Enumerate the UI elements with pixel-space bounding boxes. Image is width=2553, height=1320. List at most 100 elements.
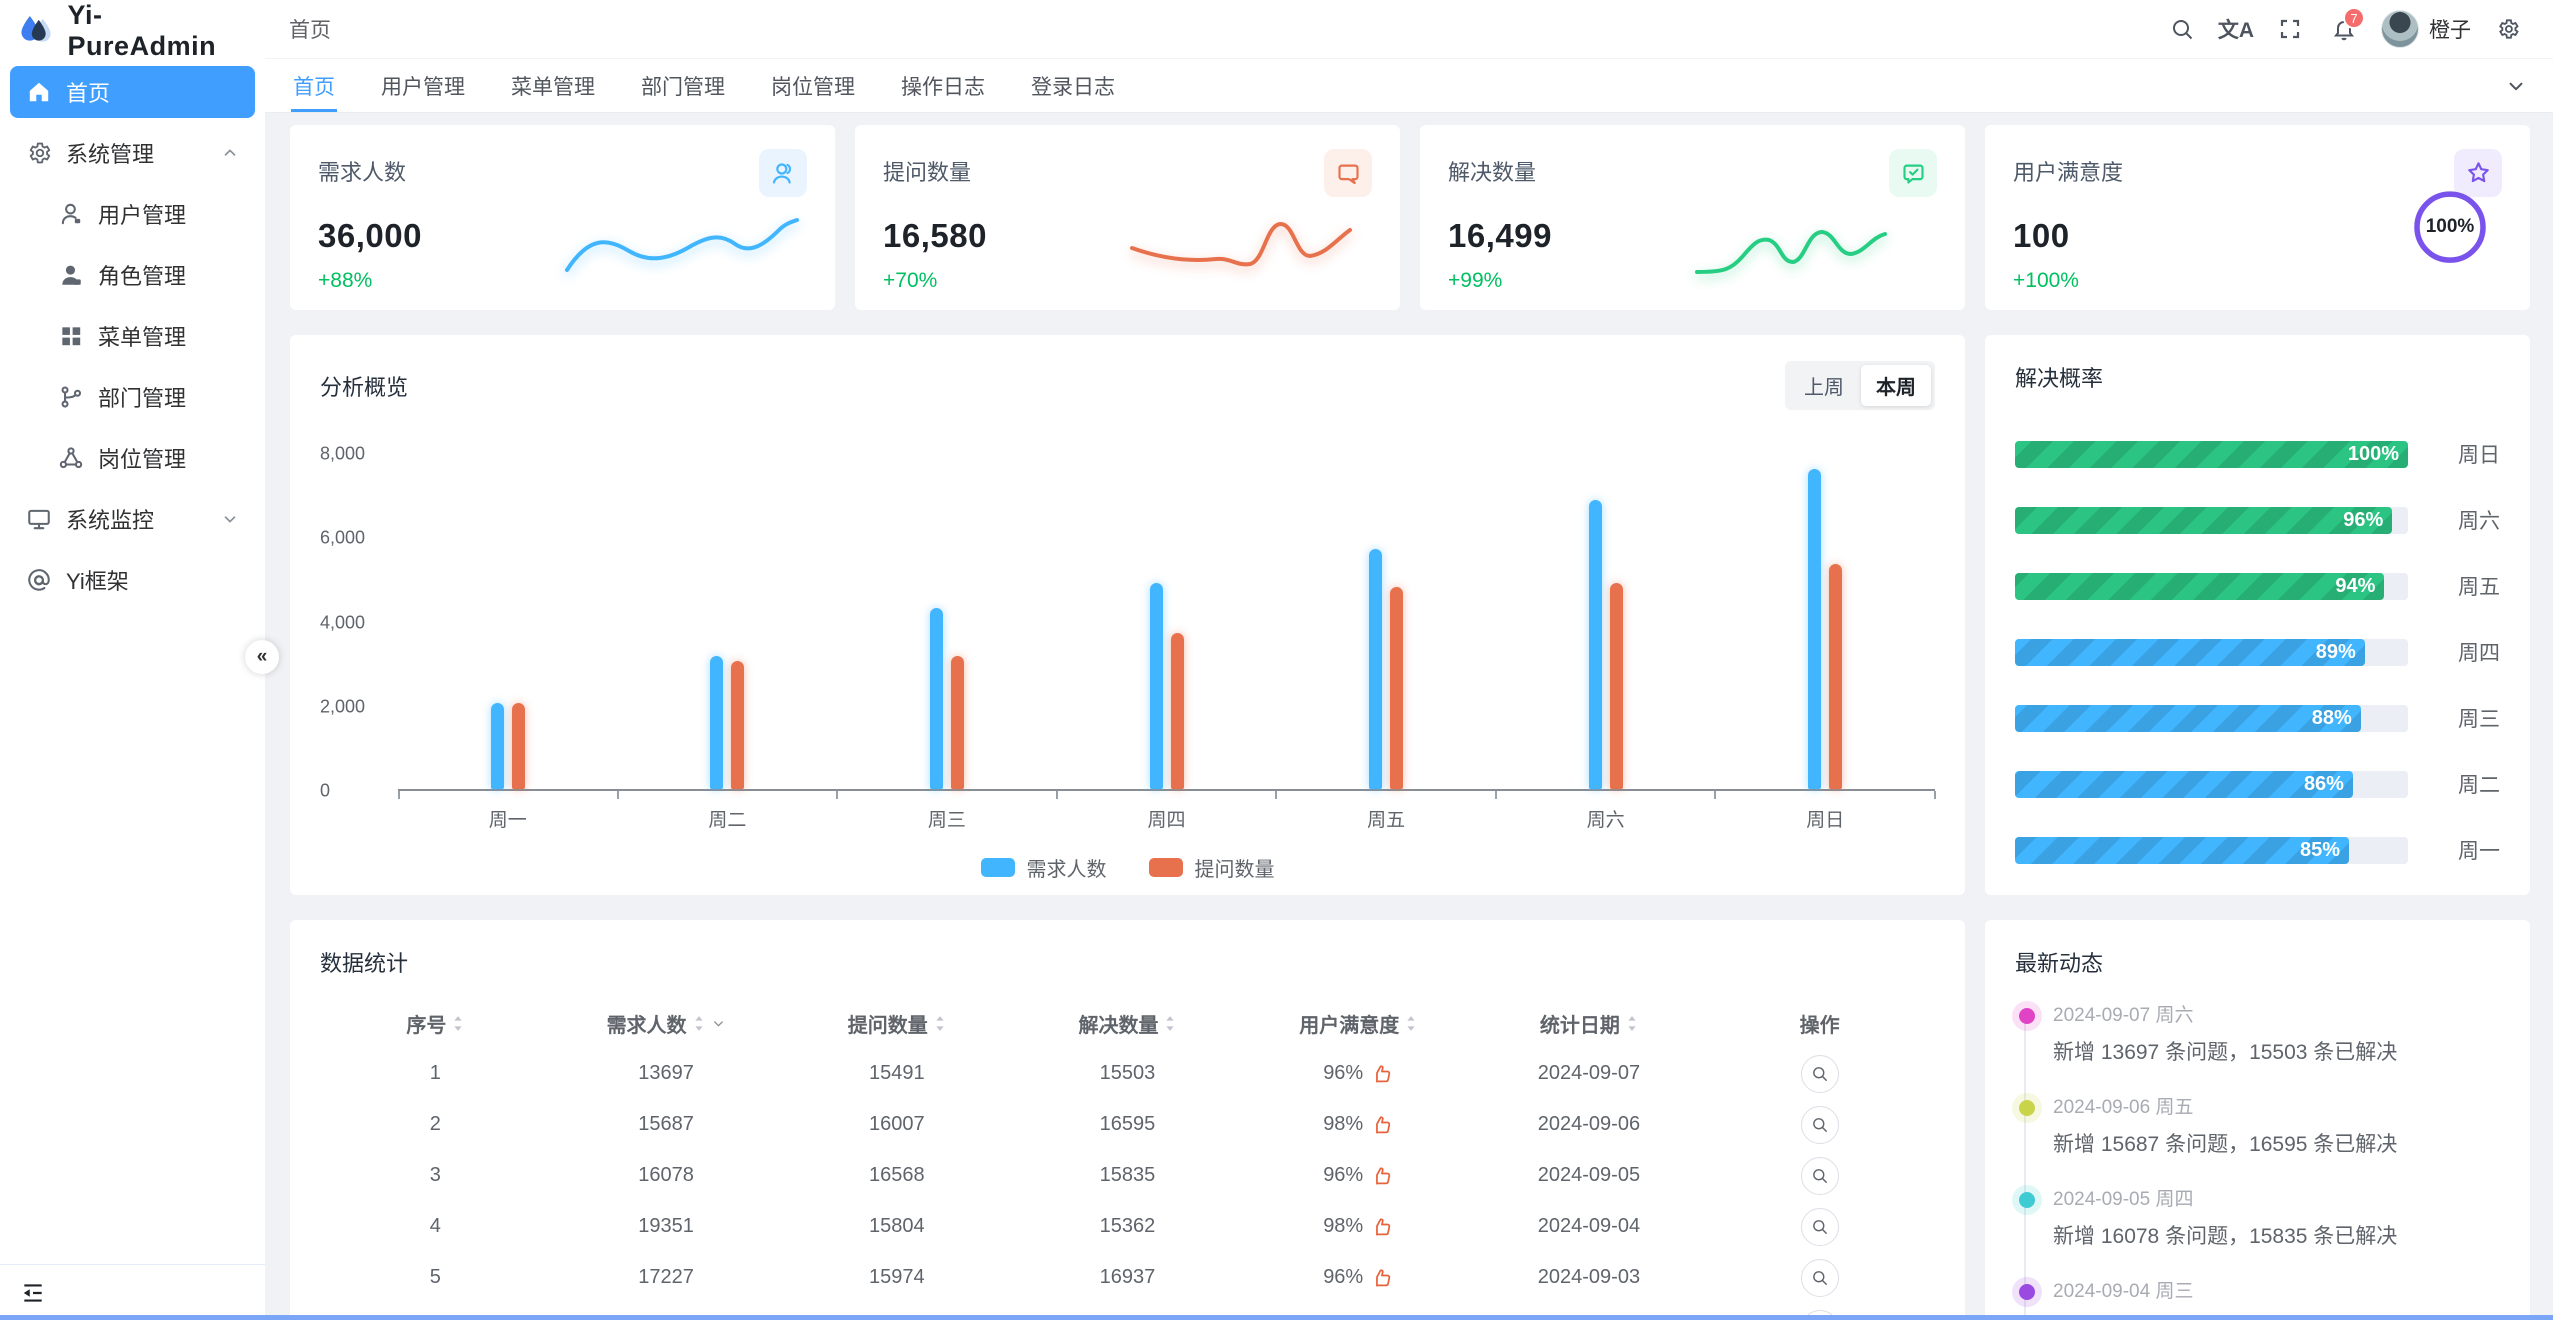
sidebar: Yi-PureAdmin 首页 系统管理 用户管理 角色管理 菜单管理 部门管理… <box>0 0 279 1320</box>
stat-delta: +70% <box>883 269 938 292</box>
settings-gear-icon[interactable] <box>2485 6 2531 52</box>
tab-5[interactable]: 操作日志 <box>901 75 985 99</box>
breadcrumb[interactable]: 首页 <box>289 19 331 42</box>
stat-title: 提问数量 <box>883 160 972 185</box>
tab-4[interactable]: 岗位管理 <box>771 75 855 99</box>
row-view-button[interactable] <box>1800 1105 1839 1144</box>
user-menu[interactable]: 橙子 <box>2375 10 2477 48</box>
bar-提问数量-周四[interactable] <box>1170 633 1184 789</box>
chat-icon <box>1324 149 1372 197</box>
bar-提问数量-周一[interactable] <box>511 703 525 789</box>
cell-demand: 15687 <box>638 1113 694 1135</box>
tab-3[interactable]: 部门管理 <box>641 75 725 99</box>
progress-track: 94% <box>2015 572 2408 600</box>
row-view-button[interactable] <box>1800 1258 1839 1297</box>
row-view-button[interactable] <box>1800 1207 1839 1246</box>
menu-fold-icon[interactable] <box>20 1280 46 1306</box>
progress-day-label: 周日 <box>2458 444 2500 467</box>
timeline-date: 2024-09-07 周六 <box>2053 1005 2194 1026</box>
stat-value: 100 <box>2013 217 2070 254</box>
column-header-需求人数[interactable]: 需求人数 <box>551 1009 782 1038</box>
search-icon[interactable] <box>2159 6 2205 52</box>
chart-category-3: 周四 <box>1057 454 1277 831</box>
translate-icon[interactable]: 文A <box>2217 19 2255 42</box>
progress-track: 96% <box>2015 506 2408 534</box>
app-title: Yi-PureAdmin <box>67 0 217 61</box>
sidebar-item-1[interactable]: 系统管理 <box>10 127 255 179</box>
logo[interactable]: Yi-PureAdmin <box>0 0 265 62</box>
progress-fill: 85% <box>2015 836 2350 864</box>
tabs-chevron-down-icon[interactable] <box>2505 75 2527 97</box>
sidebar-item-0[interactable]: 首页 <box>10 66 255 118</box>
progress-fill: 89% <box>2015 638 2365 666</box>
toggle-option-0[interactable]: 上周 <box>1804 377 1844 399</box>
progress-percent: 100% <box>2347 442 2399 465</box>
sidebar-item-8[interactable]: Yi框架 <box>10 554 255 606</box>
bar-需求人数-周一[interactable] <box>490 703 504 789</box>
x-tick-label: 周一 <box>488 810 527 831</box>
sidebar-collapse-button[interactable]: « <box>245 640 279 674</box>
x-tick-label: 周二 <box>708 810 747 831</box>
legend-提问数量[interactable]: 提问数量 <box>1148 853 1275 882</box>
column-header-用户满意度[interactable]: 用户满意度 <box>1243 1009 1474 1038</box>
solve-row-周二: 86% 周二 <box>2015 769 2500 799</box>
sidebar-item-4[interactable]: 菜单管理 <box>10 310 255 362</box>
stat-delta: +100% <box>2013 269 2079 292</box>
bar-提问数量-周五[interactable] <box>1390 587 1404 789</box>
row-view-button[interactable] <box>1800 1156 1839 1195</box>
thumbs-up-icon <box>1371 1267 1393 1289</box>
tab-2[interactable]: 菜单管理 <box>511 75 595 99</box>
bar-需求人数-周日[interactable] <box>1808 469 1822 789</box>
sidebar-item-3[interactable]: 角色管理 <box>10 249 255 301</box>
progress-track: 86% <box>2015 770 2408 798</box>
filter-chevron-down-icon[interactable] <box>711 1016 726 1031</box>
row-view-button[interactable] <box>1800 1054 1839 1093</box>
fullscreen-icon[interactable] <box>2267 6 2313 52</box>
timeline-text: 新增 16078 条问题，15835 条已解决 <box>2053 1225 2398 1248</box>
sidebar-item-2[interactable]: 用户管理 <box>10 188 255 240</box>
latest-activity-title: 最新动态 <box>2015 951 2104 976</box>
progress-day-label: 周五 <box>2458 576 2500 599</box>
sidebar-item-5[interactable]: 部门管理 <box>10 371 255 423</box>
column-header-操作[interactable]: 操作 <box>1799 1014 1840 1037</box>
toggle-option-1[interactable]: 本周 <box>1861 365 1931 406</box>
tab-0[interactable]: 首页 <box>291 59 337 112</box>
sparkline <box>1695 229 1887 274</box>
stat-value: 16,580 <box>883 217 987 254</box>
column-header-提问数量[interactable]: 提问数量 <box>781 1009 1012 1038</box>
bar-提问数量-周二[interactable] <box>731 661 745 789</box>
column-header-序号[interactable]: 序号 <box>320 1009 551 1038</box>
x-tick-label: 周三 <box>927 810 966 831</box>
tab-6[interactable]: 登录日志 <box>1031 75 1115 99</box>
progress-day-label: 周三 <box>2458 708 2500 731</box>
bar-提问数量-周六[interactable] <box>1609 583 1623 789</box>
tab-1[interactable]: 用户管理 <box>381 75 465 99</box>
sidebar-item-6[interactable]: 岗位管理 <box>10 432 255 484</box>
column-header-解决数量[interactable]: 解决数量 <box>1012 1009 1243 1038</box>
timeline-text: 新增 13697 条问题，15503 条已解决 <box>2053 1041 2398 1064</box>
bar-提问数量-周三[interactable] <box>950 656 964 789</box>
main-area: 首页 文A 7 橙子 首页 用户管理 菜单管理 部门管理 岗位管理 操作日志 登录日志 <box>265 0 2553 1320</box>
legend-需求人数[interactable]: 需求人数 <box>980 853 1107 882</box>
sidebar-item-7[interactable]: 系统监控 <box>10 493 255 545</box>
sidebar-footer <box>0 1264 265 1320</box>
stat-card-0: 需求人数 36,000 +88% <box>290 125 835 310</box>
progress-percent: 89% <box>2315 640 2356 663</box>
bottom-scroll-strip[interactable] <box>0 1315 2553 1320</box>
progress-fill: 96% <box>2015 506 2393 534</box>
bar-需求人数-周六[interactable] <box>1588 500 1602 789</box>
column-header-统计日期[interactable]: 统计日期 <box>1474 1009 1705 1038</box>
bar-需求人数-周三[interactable] <box>929 608 943 789</box>
bar-提问数量-周日[interactable] <box>1829 564 1843 789</box>
stat-title: 需求人数 <box>318 160 407 185</box>
timeline-dot <box>2019 1100 2035 1116</box>
cell-index: 4 <box>429 1215 441 1237</box>
chart-category-1: 周二 <box>618 454 838 831</box>
bar-需求人数-周四[interactable] <box>1149 583 1163 789</box>
satisfaction-ring: 100% <box>2412 189 2488 265</box>
bar-需求人数-周二[interactable] <box>710 656 724 789</box>
solve-row-周日: 100% 周日 <box>2015 439 2500 469</box>
bar-chart: 0 2,000 4,000 6,000 8,000 周一 周二 周三 周四 周五 周六 周日 <box>320 444 1936 831</box>
bar-需求人数-周五[interactable] <box>1369 549 1383 789</box>
bell-icon[interactable]: 7 <box>2321 6 2367 52</box>
